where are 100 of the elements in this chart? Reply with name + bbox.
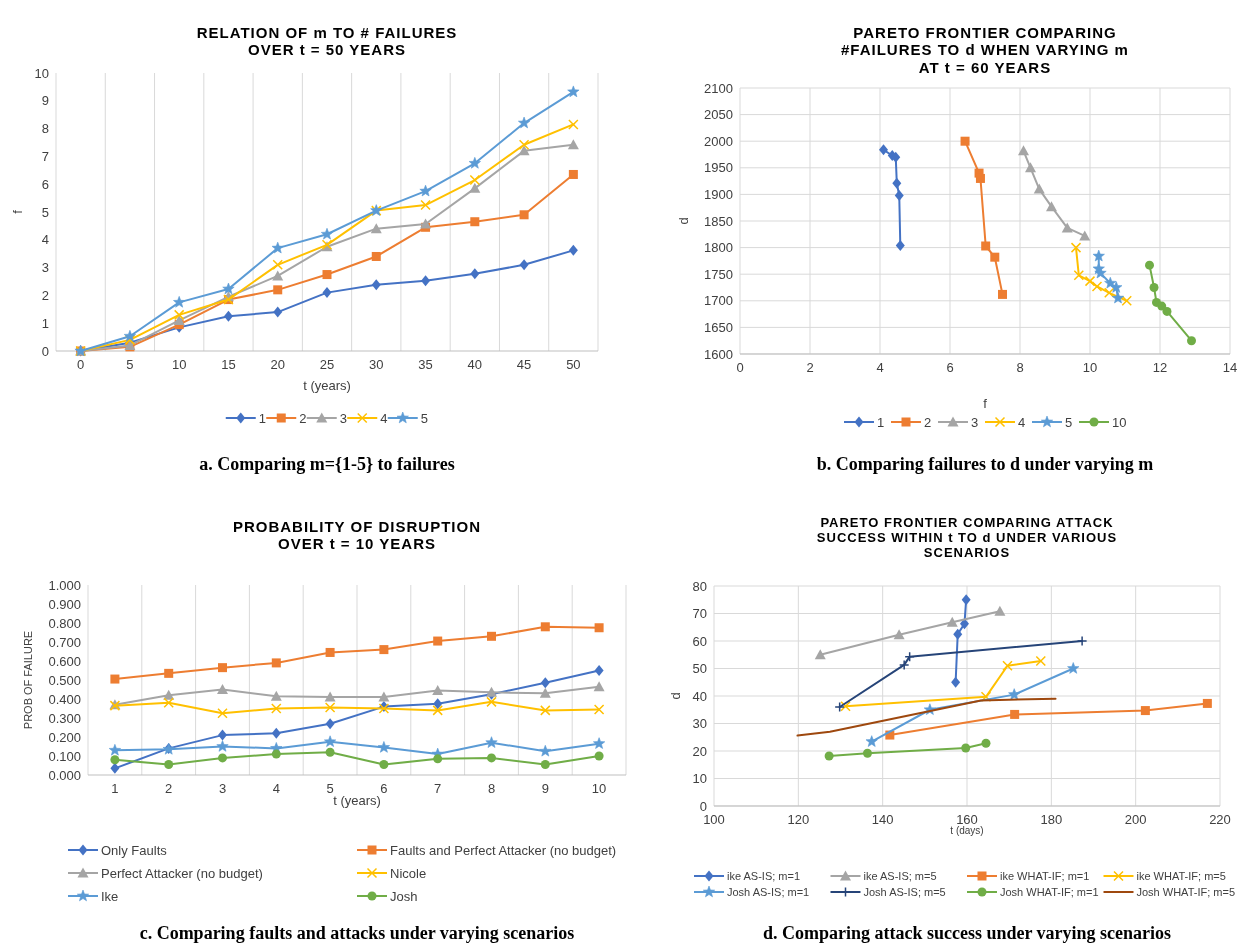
y-tick-label: 5 xyxy=(41,204,49,220)
x-axis-title: t (years) xyxy=(303,378,351,393)
y-axis-title: f xyxy=(10,209,25,214)
x-tick-label: 200 xyxy=(1124,812,1147,827)
x-tick-label: 40 xyxy=(467,357,483,372)
chart-title: PARETO FRONTIER COMPARING #FAILURES TO d WHEN VARYING m AT t = 60 YEARS xyxy=(841,24,1129,76)
x-tick-label: 6 xyxy=(946,360,954,375)
y-tick-label: 20 xyxy=(692,743,707,759)
y-tick-label: 4 xyxy=(41,232,49,248)
x-tick-label: 25 xyxy=(319,357,335,372)
legend-label: 1 xyxy=(877,414,885,430)
x-tick-label: 2 xyxy=(806,360,814,375)
chart-title: PARETO FRONTIER COMPARING ATTACK SUCCESS WITHIN t TO d UNDER VARIOUS SCENARIOS xyxy=(816,515,1118,561)
legend-label: Faults and Perfect Attacker (no budget) xyxy=(390,842,617,858)
legend-label: Josh xyxy=(390,888,418,904)
x-tick-label: 10 xyxy=(1082,360,1098,375)
x-tick-label: 100 xyxy=(703,812,725,827)
y-tick-label: 0 xyxy=(699,798,707,814)
y-tick-label: 0.600 xyxy=(48,653,81,669)
y-axis-title: d xyxy=(668,692,683,700)
legend-label: Josh WHAT-IF; m=1 xyxy=(1000,885,1099,898)
legend-label: ike AS-IS; m=1 xyxy=(727,869,801,882)
y-axis-title: PROB OF FAILURE xyxy=(22,630,34,730)
y-tick-label: 0.100 xyxy=(48,748,81,764)
legend-label: ike WHAT-IF; m=1 xyxy=(1000,869,1090,882)
legend-label: ike WHAT-IF; m=5 xyxy=(1136,869,1226,882)
y-tick-label: 1800 xyxy=(704,240,733,256)
x-tick-label: 7 xyxy=(434,781,442,796)
legend-label: 4 xyxy=(380,410,388,426)
y-tick-label: 0.500 xyxy=(48,672,81,688)
x-axis-title: f xyxy=(983,396,988,411)
legend-label: 2 xyxy=(924,414,932,430)
y-tick-label: 0.800 xyxy=(48,615,81,631)
x-tick-label: 20 xyxy=(270,357,285,372)
y-tick-label: 0.900 xyxy=(48,596,81,612)
x-axis-title: t (years) xyxy=(333,793,381,808)
legend-label: 10 xyxy=(1112,414,1127,430)
x-tick-label: 10 xyxy=(171,357,187,372)
y-tick-label: 1950 xyxy=(704,160,733,176)
legend-label: 3 xyxy=(339,410,347,426)
x-axis-title: t (days) xyxy=(950,825,984,836)
y-tick-label: 50 xyxy=(692,661,707,677)
y-tick-label: 70 xyxy=(692,606,707,622)
x-tick-label: 3 xyxy=(218,781,227,796)
legend-label: Only Faults xyxy=(101,842,168,858)
x-tick-label: 10 xyxy=(591,781,607,796)
y-tick-label: 1.000 xyxy=(48,577,81,593)
legend-label: 1 xyxy=(258,410,266,426)
x-tick-label: 9 xyxy=(541,781,549,796)
y-tick-label: 80 xyxy=(692,578,707,594)
x-tick-label: 0 xyxy=(736,360,744,375)
y-tick-label: 0.400 xyxy=(48,691,81,707)
y-tick-label: 7 xyxy=(41,148,49,164)
y-tick-label: 40 xyxy=(692,688,707,704)
legend-label: Josh AS-IS; m=1 xyxy=(727,885,810,898)
y-axis-title: d xyxy=(676,217,691,225)
y-tick-label: 6 xyxy=(41,176,49,192)
y-tick-label: 2050 xyxy=(704,107,733,123)
y-tick-label: 60 xyxy=(692,633,707,649)
x-tick-label: 140 xyxy=(871,812,894,827)
y-tick-label: 2000 xyxy=(704,133,733,149)
x-tick-label: 1 xyxy=(111,781,119,796)
text: c. Comparing faults and attacks under varying scenarios xyxy=(139,923,575,943)
y-tick-label: 0.000 xyxy=(48,767,81,783)
x-tick-label: 14 xyxy=(1222,360,1238,375)
x-tick-label: 8 xyxy=(487,781,496,796)
x-tick-label: 50 xyxy=(566,357,581,372)
x-tick-label: 4 xyxy=(272,781,280,796)
y-tick-label: 9 xyxy=(41,93,49,109)
legend-label: 2 xyxy=(299,410,307,426)
x-tick-label: 160 xyxy=(956,812,978,827)
y-tick-label: 3 xyxy=(41,260,49,276)
legend-label: Ike xyxy=(101,888,119,904)
chart-title: PROBABILITY OF DISRUPTION OVER t = 10 YEARS xyxy=(232,518,482,553)
y-tick-label: 0.700 xyxy=(48,634,81,650)
x-tick-label: 5 xyxy=(326,781,334,796)
x-tick-label: 5 xyxy=(126,357,134,372)
x-tick-label: 35 xyxy=(418,357,433,372)
legend-label: 5 xyxy=(420,410,428,426)
x-tick-label: 30 xyxy=(369,357,384,372)
y-tick-label: 8 xyxy=(41,121,49,137)
legend-label: 3 xyxy=(971,414,979,430)
x-tick-label: 2 xyxy=(165,781,173,796)
y-tick-label: 1650 xyxy=(704,319,733,335)
y-tick-label: 0 xyxy=(41,343,49,359)
legend-label: ike AS-IS; m=5 xyxy=(863,869,937,882)
text: d. Comparing attack success under varying scenarios xyxy=(762,923,1172,943)
y-tick-label: 10 xyxy=(34,65,49,81)
legend-label: Josh AS-IS; m=5 xyxy=(863,885,946,898)
y-tick-label: 0.200 xyxy=(48,729,81,745)
text: a. Comparing m={1-5} to failures xyxy=(199,454,455,474)
x-tick-label: 45 xyxy=(516,357,532,372)
x-tick-label: 120 xyxy=(787,812,810,827)
legend-label: Nicole xyxy=(390,865,427,881)
y-tick-label: 0.300 xyxy=(48,710,81,726)
y-tick-label: 2100 xyxy=(704,80,733,96)
y-tick-label: 1600 xyxy=(704,346,733,362)
y-tick-label: 1900 xyxy=(704,186,733,202)
x-tick-label: 8 xyxy=(1016,360,1024,375)
x-tick-label: 4 xyxy=(876,360,884,375)
